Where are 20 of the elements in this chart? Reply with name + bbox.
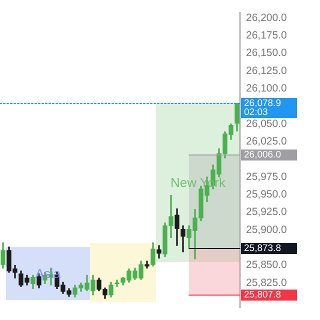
ref-line-label: 25,807.8 (244, 290, 281, 301)
y-tick-label: 25,900.0 (246, 224, 288, 236)
text: 02:03 (244, 107, 268, 118)
ref-line-label: 26,006.0 (244, 150, 281, 161)
y-tick-label: 25,850.0 (246, 259, 288, 272)
y-tick-label: 26,050.0 (246, 118, 288, 130)
ref-line-label: 25,873.8 (244, 243, 281, 254)
y-tick-label: 26,100.0 (246, 82, 288, 95)
y-tick-label: 26,125.0 (246, 64, 288, 77)
y-tick-label: 25,825.0 (246, 276, 288, 289)
y-tick-label: 26,150.0 (246, 47, 288, 60)
candlestick (114, 280, 120, 287)
y-tick-label: 26,175.0 (246, 30, 288, 42)
y-tick-label: 26,025.0 (246, 136, 288, 148)
y-tick-label: 25,975.0 (246, 170, 288, 183)
y-tick-label: 25,925.0 (246, 206, 288, 218)
ref-line-label: 26,078.9 (244, 98, 281, 110)
y-tick-label: 26,200.0 (246, 12, 288, 24)
candlestick (144, 260, 150, 268)
y-tick-label: 25,950.0 (246, 188, 288, 201)
